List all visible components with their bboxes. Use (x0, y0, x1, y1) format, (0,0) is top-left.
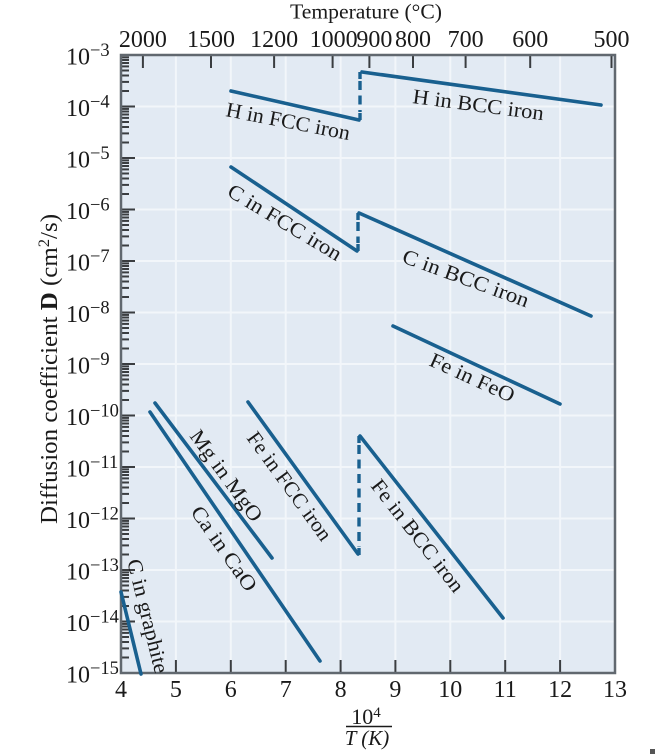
svg-text:500: 500 (594, 27, 630, 53)
svg-text:13: 13 (603, 677, 627, 703)
svg-text:800: 800 (395, 27, 431, 53)
svg-text:5: 5 (170, 677, 182, 703)
svg-text:600: 600 (512, 27, 548, 53)
svg-text:10: 10 (438, 677, 462, 703)
svg-text:700: 700 (448, 27, 484, 53)
svg-text:2000: 2000 (119, 27, 167, 53)
svg-text:Diffusion coefficient D (cm2/s: Diffusion coefficient D (cm2/s) (36, 214, 63, 524)
svg-text:10−10: 10−10 (66, 402, 119, 432)
svg-text:10−5: 10−5 (66, 144, 110, 174)
svg-text:9: 9 (389, 677, 401, 703)
svg-text:900: 900 (356, 27, 392, 53)
svg-text:1200: 1200 (250, 27, 298, 53)
svg-text:10−8: 10−8 (66, 299, 110, 329)
svg-text:1000: 1000 (310, 27, 358, 53)
svg-text:Temperature (°C): Temperature (°C) (290, 0, 442, 24)
svg-text:11: 11 (494, 677, 517, 703)
svg-text:T (K): T (K) (345, 726, 390, 750)
svg-text:8: 8 (335, 677, 347, 703)
svg-text:12: 12 (548, 677, 572, 703)
svg-text:6: 6 (225, 677, 237, 703)
svg-text:7: 7 (280, 677, 292, 703)
svg-text:1500: 1500 (187, 27, 235, 53)
svg-text:10−6: 10−6 (66, 196, 110, 226)
svg-text:4: 4 (115, 677, 127, 703)
